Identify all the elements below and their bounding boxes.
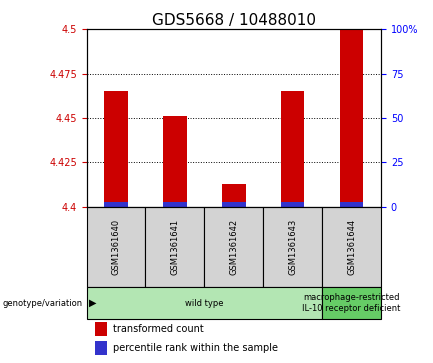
- Bar: [322, 287, 381, 319]
- Bar: [222, 184, 246, 207]
- Text: GSM1361641: GSM1361641: [171, 219, 179, 275]
- Bar: [95, 322, 107, 336]
- Bar: [222, 201, 246, 207]
- Text: GSM1361642: GSM1361642: [229, 219, 238, 275]
- Title: GDS5668 / 10488010: GDS5668 / 10488010: [152, 13, 316, 28]
- Text: GSM1361640: GSM1361640: [112, 219, 120, 275]
- Bar: [322, 207, 381, 287]
- Bar: [281, 91, 304, 207]
- Bar: [163, 116, 187, 207]
- Bar: [340, 201, 363, 207]
- Bar: [204, 207, 263, 287]
- Bar: [263, 207, 322, 287]
- Bar: [87, 207, 145, 287]
- Bar: [104, 91, 128, 207]
- Bar: [145, 207, 204, 287]
- Bar: [340, 29, 363, 207]
- Text: wild type: wild type: [185, 299, 223, 307]
- Bar: [95, 341, 107, 355]
- Text: GSM1361643: GSM1361643: [288, 219, 297, 275]
- Text: genotype/variation: genotype/variation: [2, 299, 82, 307]
- Text: ▶: ▶: [89, 298, 96, 308]
- Bar: [281, 201, 304, 207]
- Bar: [87, 287, 322, 319]
- Text: macrophage-restricted
IL-10 receptor deficient: macrophage-restricted IL-10 receptor def…: [302, 293, 401, 313]
- Bar: [104, 201, 128, 207]
- Text: transformed count: transformed count: [113, 324, 204, 334]
- Text: percentile rank within the sample: percentile rank within the sample: [113, 343, 278, 354]
- Bar: [163, 201, 187, 207]
- Text: GSM1361644: GSM1361644: [347, 219, 356, 275]
